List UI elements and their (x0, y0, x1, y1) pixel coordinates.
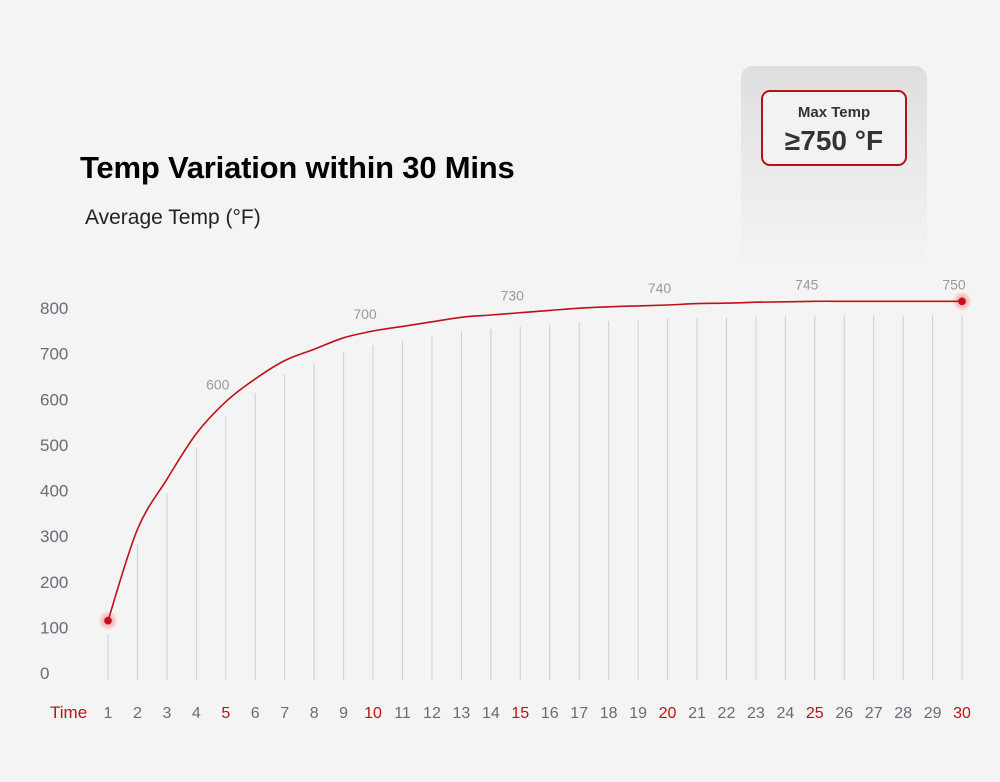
endpoint-markers (98, 291, 973, 631)
x-tick-label: 11 (394, 705, 411, 722)
x-tick-label: 29 (924, 705, 942, 722)
x-tick-label: 28 (894, 705, 912, 722)
x-tick-label: 16 (541, 705, 559, 722)
y-axis-label: Average Temp (°F) (85, 206, 261, 229)
max-temp-value: ≥750 °F (784, 125, 884, 156)
max-temp-box: Max Temp ≥750 °F (761, 90, 907, 166)
y-tick-label: 0 (40, 664, 49, 683)
x-tick-label: 12 (423, 705, 441, 722)
max-temp-label: Max Temp (797, 104, 871, 121)
x-tick-label: 25 (806, 705, 824, 722)
x-tick-label: 6 (251, 705, 260, 722)
y-tick-label: 100 (40, 618, 68, 637)
y-tick-label: 300 (40, 527, 68, 546)
y-tick-label: 800 (40, 299, 68, 318)
x-tick-label: 8 (310, 705, 319, 722)
x-axis-ticks: Time 1 2 3 4 5 6 7 8 9 10 11 12 13 14 15 16 17 18 19 20 21 22 2… (50, 703, 971, 722)
data-label: 600 (206, 377, 230, 393)
y-axis-ticks: 0 100 200 300 400 500 600 700 800 (40, 299, 68, 683)
data-label: 740 (648, 280, 672, 296)
x-axis-label: Time (50, 703, 87, 722)
y-tick-label: 700 (40, 345, 68, 364)
y-tick-label: 400 (40, 482, 68, 501)
x-tick-label: 3 (162, 705, 171, 722)
data-label: 745 (795, 276, 819, 292)
y-tick-label: 200 (40, 573, 68, 592)
data-label: 730 (501, 288, 525, 304)
x-tick-label: 24 (776, 705, 794, 722)
grid-lines (107, 315, 963, 680)
x-tick-label: 18 (600, 705, 618, 722)
y-tick-label: 600 (40, 390, 68, 409)
x-tick-label: 15 (511, 705, 529, 722)
x-tick-label: 23 (747, 705, 765, 722)
chart-title: Temp Variation within 30 Mins (80, 150, 515, 185)
endpoint-marker-1 (98, 610, 118, 631)
endpoint-marker-30 (952, 291, 973, 312)
x-tick-label: 17 (570, 705, 588, 722)
x-tick-label: 7 (280, 705, 289, 722)
x-tick-label: 27 (865, 705, 883, 722)
x-tick-label: 4 (192, 705, 201, 722)
x-tick-label: 5 (221, 705, 230, 722)
data-label: 750 (942, 276, 966, 292)
data-label: 700 (353, 306, 377, 322)
x-tick-label: 13 (453, 705, 471, 722)
x-tick-label: 30 (953, 705, 971, 722)
y-tick-label: 500 (40, 436, 68, 455)
x-tick-label: 2 (133, 705, 142, 722)
x-tick-label: 21 (688, 705, 706, 722)
x-tick-label: 10 (364, 705, 382, 722)
x-tick-label: 19 (629, 705, 647, 722)
x-tick-label: 1 (104, 705, 113, 722)
x-tick-label: 14 (482, 705, 500, 722)
x-tick-label: 9 (339, 705, 348, 722)
x-tick-label: 22 (718, 705, 736, 722)
x-tick-label: 26 (835, 705, 853, 722)
x-tick-label: 20 (659, 705, 677, 722)
series-line-temperature (107, 300, 962, 621)
max-temp-card: Max Temp ≥750 °F (741, 66, 927, 270)
data-labels: 600 700 730 740 745 750 (206, 276, 966, 392)
